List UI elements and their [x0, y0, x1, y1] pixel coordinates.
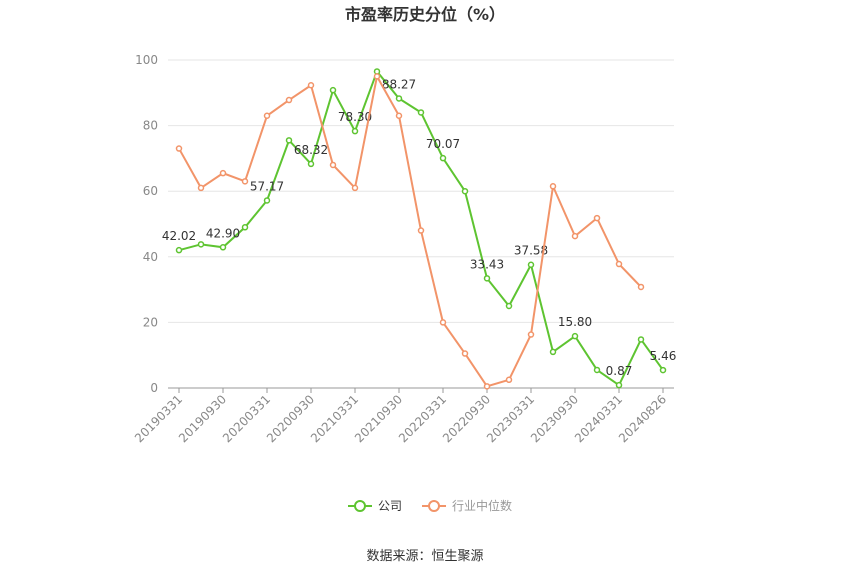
- data-point: [241, 178, 249, 185]
- y-tick-label: 40: [143, 250, 158, 264]
- data-point: [461, 350, 469, 357]
- data-point: [439, 154, 447, 162]
- data-point: [241, 224, 249, 231]
- data-point: [219, 244, 227, 251]
- data-point: [637, 336, 645, 343]
- data-point: [615, 260, 623, 268]
- data-point: [285, 96, 293, 104]
- y-tick-label: 20: [143, 315, 158, 329]
- data-point: [263, 112, 271, 120]
- data-point: [285, 137, 293, 144]
- data-point: [637, 283, 645, 291]
- data-point: [263, 197, 271, 204]
- data-point: [307, 82, 315, 89]
- legend-label: 行业中位数: [452, 498, 512, 513]
- data-label: 57.17: [250, 179, 284, 193]
- data-point: [505, 376, 513, 384]
- data-point: [593, 214, 601, 222]
- data-point: [219, 169, 227, 177]
- data-point: [307, 160, 315, 168]
- data-point: [593, 366, 601, 374]
- data-point: [659, 366, 667, 374]
- data-point: [571, 332, 579, 340]
- data-point: [527, 331, 535, 338]
- data-point: [395, 95, 403, 102]
- data-point: [197, 184, 205, 192]
- data-label: 78.30: [338, 110, 372, 124]
- legend-label: 公司: [378, 499, 402, 513]
- legend-marker: [428, 500, 441, 512]
- data-point: [571, 232, 579, 240]
- x-tick-label: 20240826: [616, 392, 669, 445]
- data-point: [439, 319, 447, 326]
- data-label: 15.80: [558, 315, 592, 329]
- data-label: 70.07: [426, 137, 460, 151]
- data-point: [395, 112, 403, 120]
- data-point: [417, 227, 425, 234]
- data-point: [549, 348, 557, 356]
- data-point: [549, 183, 557, 190]
- data-point: [505, 302, 513, 310]
- data-point: [483, 275, 491, 282]
- data-point: [329, 161, 337, 169]
- data-label: 42.90: [206, 226, 240, 240]
- data-point: [197, 241, 205, 248]
- data-point: [417, 109, 425, 116]
- data-point: [351, 184, 359, 192]
- data-point: [373, 73, 381, 80]
- data-point: [483, 383, 491, 390]
- y-tick-label: 60: [143, 184, 158, 198]
- data-point: [351, 127, 359, 135]
- chart-title: 市盈率历史分位（%）: [345, 5, 505, 24]
- data-point: [615, 381, 623, 389]
- data-point: [527, 261, 535, 268]
- data-label: 0.87: [606, 364, 633, 378]
- data-label: 37.58: [514, 244, 548, 258]
- data-label: 33.43: [470, 257, 504, 271]
- data-point: [329, 86, 337, 94]
- y-tick-label: 0: [150, 381, 158, 395]
- data-point: [175, 145, 183, 152]
- y-tick-label: 100: [135, 53, 158, 67]
- data-label: 5.46: [650, 349, 677, 363]
- source: 数据来源：恒生聚源: [366, 549, 483, 564]
- data-point: [175, 246, 183, 254]
- data-point: [461, 187, 469, 195]
- data-label: 68.32: [294, 143, 328, 157]
- data-label: 88.27: [382, 77, 416, 91]
- data-label: 42.02: [162, 229, 196, 243]
- y-tick-label: 80: [143, 119, 158, 133]
- series-line: [178, 73, 642, 388]
- legend-marker: [354, 500, 366, 512]
